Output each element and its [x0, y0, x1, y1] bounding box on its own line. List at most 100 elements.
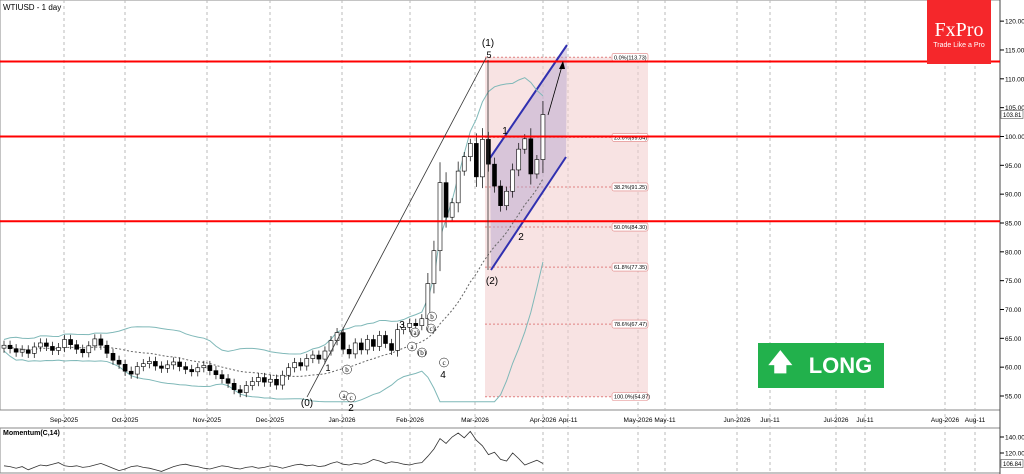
candle-body	[159, 365, 164, 369]
signal-label: LONG	[808, 352, 873, 378]
candle-body	[262, 377, 267, 383]
y-tick-label: 85.00	[1005, 220, 1022, 227]
candle-body	[498, 185, 503, 206]
momentum-panel-border	[0, 427, 1001, 474]
candle-body	[474, 143, 479, 178]
last-price-box	[1000, 110, 1024, 119]
candle-body	[292, 362, 297, 369]
wave-label-circle	[342, 364, 352, 375]
wave-label: (0)	[301, 398, 313, 409]
candle-body	[486, 139, 491, 165]
wave-label: b	[430, 313, 434, 321]
x-tick-label: Jul-2026	[824, 417, 849, 424]
candle-body	[455, 170, 461, 204]
wave-label-circle	[346, 392, 356, 403]
candle-body	[140, 363, 146, 367]
arrow-head-icon	[559, 61, 565, 69]
fib-level-label: 23.6%(99.84)	[614, 135, 647, 141]
wave-label: 5	[486, 50, 491, 60]
candle-body	[492, 163, 497, 187]
x-tick-label: Jun-11	[760, 417, 780, 424]
candle-body	[431, 250, 437, 284]
candle-body	[522, 138, 528, 150]
y-tick-label: 110.00	[1005, 76, 1024, 83]
candle-body	[322, 350, 328, 360]
candle-body	[407, 323, 413, 328]
fib-level-label: 100.0%(54.87)	[614, 395, 650, 401]
candle-body	[480, 139, 485, 178]
candle-body	[25, 349, 31, 354]
candle-body	[38, 342, 43, 348]
candle-body	[274, 378, 279, 386]
fib-level-label: 50.0%(84.30)	[614, 225, 647, 231]
candle-body	[189, 369, 195, 373]
fib-label-box	[611, 319, 649, 329]
candle-body	[340, 332, 346, 350]
candle-body	[201, 365, 207, 369]
x-tick-label: Jan-2026	[328, 417, 355, 424]
candle-body	[383, 335, 388, 344]
candle-body	[31, 346, 37, 354]
candle-body	[371, 339, 376, 347]
candle-body	[50, 346, 55, 351]
y-tick-label: 100.00	[1005, 134, 1024, 141]
wave-line	[306, 57, 487, 398]
x-tick-label: Apr-2026	[530, 417, 557, 424]
candle-body	[1, 344, 7, 349]
momentum-y-tick-label: 120.00	[1005, 451, 1024, 458]
candle-body	[443, 182, 449, 218]
candle-body	[171, 361, 176, 366]
candle-body	[110, 353, 116, 361]
wave-label-circle	[427, 311, 437, 322]
candle-body	[401, 327, 406, 330]
fib-label-box	[611, 182, 649, 192]
y-tick-label: 60.00	[1005, 365, 1022, 372]
candle-body	[286, 367, 291, 376]
candle-body	[98, 338, 104, 346]
wave-label-circle	[426, 323, 436, 334]
fib-label-box	[611, 392, 649, 402]
candle-body	[268, 378, 273, 383]
candle-body	[7, 344, 13, 350]
candle-body	[304, 358, 310, 367]
candle-body	[147, 361, 152, 365]
y-tick-label: 115.00	[1005, 47, 1024, 54]
wave-label: c	[442, 359, 445, 367]
candle-body	[316, 354, 322, 360]
x-tick-label: Dec-2025	[256, 417, 285, 424]
wave-label-circle	[417, 347, 427, 358]
candle-body	[225, 378, 231, 384]
fib-level-label: 38.2%(91.25)	[614, 185, 647, 191]
channel-fill	[490, 45, 567, 270]
wave-label: 3	[399, 320, 405, 331]
bollinger-upper	[3, 77, 544, 355]
candle-body	[467, 143, 473, 157]
candle-body	[56, 347, 61, 351]
candle-body	[68, 339, 73, 345]
candle-body	[365, 339, 370, 351]
wave-label: 2	[518, 232, 524, 243]
candle-body	[134, 366, 140, 375]
candle-body	[62, 339, 67, 348]
wave-label: (a)	[411, 329, 419, 337]
channel-lower-line	[490, 156, 567, 271]
candle-body	[213, 370, 219, 375]
x-tick-label: Oct-2025	[112, 417, 139, 424]
x-tick-label: Apr-11	[558, 417, 577, 424]
candle-body	[298, 362, 304, 367]
wave-label: a	[342, 392, 346, 400]
candle-body	[516, 148, 522, 171]
x-tick-label: Mar-2026	[461, 417, 489, 424]
candle-body	[153, 361, 158, 367]
candle-body	[219, 374, 225, 379]
x-tick-label: May-11	[654, 417, 676, 424]
candle-body	[256, 377, 261, 382]
last-price-label: 103.81	[1003, 113, 1022, 119]
y-tick-label: 55.00	[1005, 394, 1022, 401]
x-tick-label: Feb-2026	[396, 417, 424, 424]
logo-tagline: Trade Like a Pro	[933, 42, 985, 49]
candle-body	[19, 349, 25, 353]
y-tick-label: 70.00	[1005, 307, 1022, 314]
